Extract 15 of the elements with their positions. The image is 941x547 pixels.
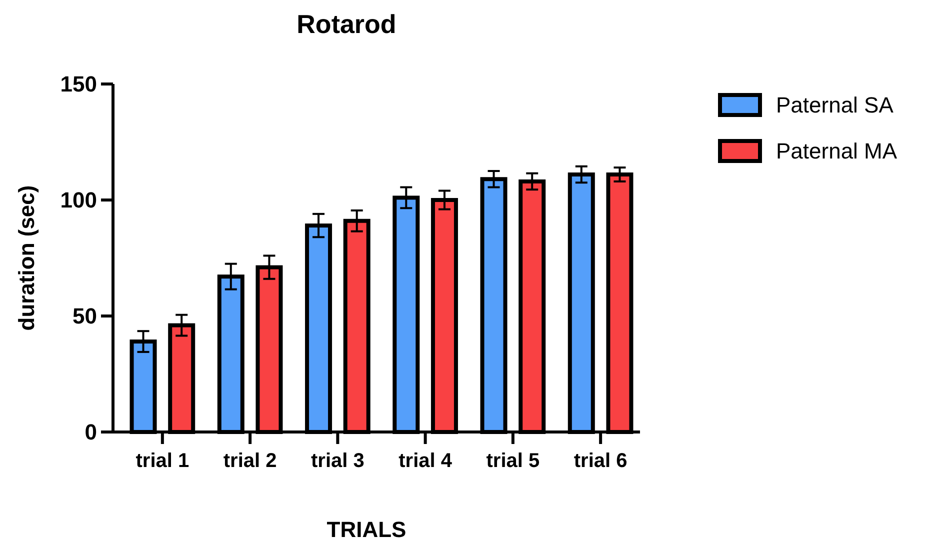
- x-axis-title: TRIALS: [326, 517, 406, 542]
- x-tick-label: trial 6: [574, 450, 628, 472]
- x-tick-label: trial 1: [136, 450, 190, 472]
- legend-label: Paternal MA: [776, 138, 898, 164]
- legend-label: Paternal SA: [776, 92, 894, 118]
- y-tick-label: 150: [60, 72, 97, 97]
- x-tick-label: trial 3: [311, 450, 364, 472]
- x-tick-label: trial 4: [398, 450, 453, 472]
- chart-title: Rotarod: [296, 9, 396, 39]
- x-tick-label: trial 2: [223, 450, 277, 472]
- y-tick-label: 100: [60, 188, 97, 213]
- y-tick-label: 50: [72, 304, 97, 329]
- y-tick-label: 0: [84, 420, 97, 445]
- y-axis-title: duration (sec): [14, 185, 39, 331]
- x-tick-label: trial 5: [486, 450, 540, 472]
